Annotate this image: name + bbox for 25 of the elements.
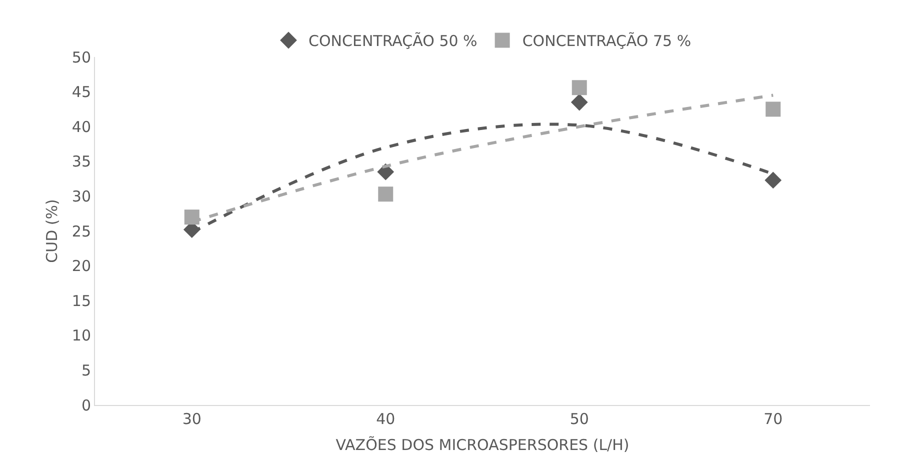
y-tick-label: 10 — [72, 326, 91, 345]
point — [764, 172, 782, 189]
point — [378, 186, 394, 202]
point — [572, 80, 587, 96]
y-tick-label: 35 — [72, 152, 91, 171]
x-tick-label: 30 — [182, 410, 202, 428]
x-tick-label: 40 — [376, 410, 396, 428]
y-tick-label: 20 — [72, 257, 91, 276]
y-tick-label: 0 — [81, 396, 91, 414]
legend-label: CONCENTRAÇÃO 50 % — [308, 32, 478, 50]
point — [766, 102, 781, 117]
point — [184, 210, 200, 225]
y-tick-label: 15 — [72, 292, 91, 310]
y-tick-label: 50 — [72, 48, 91, 66]
y-tick-label: 5 — [81, 361, 91, 380]
x-tick-label: 50 — [570, 410, 589, 428]
point — [570, 94, 588, 111]
x-tick-label: 70 — [764, 410, 783, 428]
x-axis-title: VAZÕES DOS MICROASPERSORES (L/H) — [336, 436, 630, 454]
y-tick-label: 25 — [72, 222, 91, 240]
legend-label: CONCENTRAÇÃO 75 % — [522, 32, 692, 50]
y-axis-title: CUD (%) — [43, 199, 62, 263]
y-tick-label: 45 — [72, 83, 91, 102]
y-tick-label: 40 — [72, 118, 91, 136]
y-tick-label: 30 — [72, 187, 91, 206]
